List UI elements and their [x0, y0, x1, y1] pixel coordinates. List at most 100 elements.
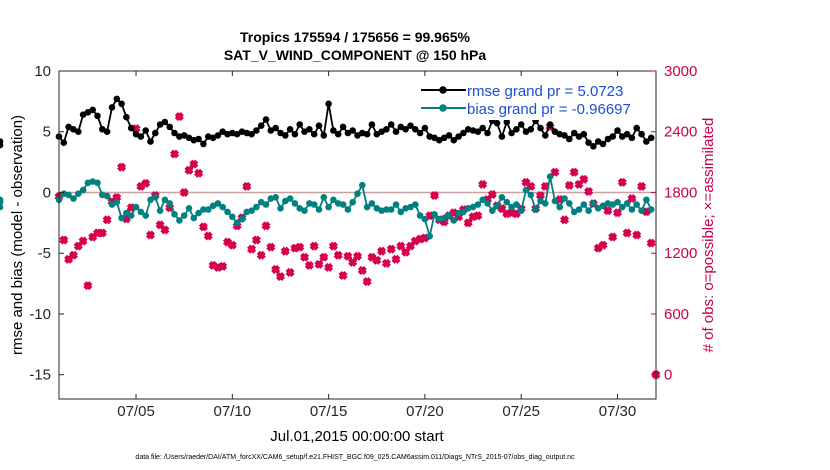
obs-assimilated-marker — [160, 225, 170, 235]
bias-point — [0, 196, 4, 204]
rmse-point — [508, 129, 515, 137]
rmse-point — [455, 133, 462, 140]
bias-point — [310, 201, 318, 208]
obs-assimilated-marker — [251, 235, 261, 245]
bias-point — [638, 207, 645, 214]
obs-assimilated-marker — [179, 187, 189, 198]
bias-point — [469, 203, 477, 211]
y-tick-label: -10 — [29, 306, 51, 323]
bias-point — [315, 206, 323, 213]
bias-line — [58, 176, 653, 237]
legend-box — [417, 78, 653, 120]
bias-point — [325, 203, 332, 211]
obs-assimilated-marker — [535, 190, 545, 201]
bias-point — [426, 232, 434, 240]
bias-point — [421, 215, 429, 223]
bias-point — [161, 196, 169, 204]
bias-point — [522, 186, 530, 194]
bias-point — [387, 206, 395, 213]
obs-assimilated-marker — [569, 167, 579, 177]
rmse-point — [94, 112, 101, 120]
obs-assimilated-marker — [622, 228, 632, 238]
bias-point — [445, 212, 453, 219]
bias-point — [339, 201, 347, 208]
rmse-point — [267, 127, 275, 134]
bias-point — [65, 191, 72, 199]
obs-assimilated-marker — [314, 259, 324, 269]
obs-assimilated-marker — [189, 159, 199, 169]
bias-point — [349, 198, 357, 206]
obs-assimilated-marker — [391, 254, 401, 264]
obs-assimilated-marker — [319, 252, 329, 262]
rmse-point — [108, 104, 116, 111]
rmse-point — [75, 128, 82, 135]
obs-assimilated-marker — [261, 221, 271, 231]
x-tick-label: 07/25 — [502, 403, 540, 420]
rmse-point — [445, 132, 453, 139]
obs-assimilated-marker — [559, 215, 570, 225]
y-axis-label: rmse and bias (model - observation) — [9, 115, 26, 355]
rmse-point — [436, 136, 443, 144]
bias-point — [301, 207, 308, 214]
bias-point — [590, 200, 597, 207]
legend-rmse-marker — [439, 86, 447, 94]
legend-bias-label: bias grand pr = -0.96697 — [467, 101, 631, 118]
rmse-point — [570, 129, 578, 137]
obs-assimilated-marker — [348, 257, 358, 267]
bias-point — [277, 205, 284, 212]
rmse-point — [527, 126, 535, 133]
rmse-point — [103, 128, 111, 135]
rmse-point — [460, 129, 467, 137]
obs-assimilated-marker — [612, 208, 623, 218]
obs-assimilated-marker — [430, 190, 440, 201]
bias-point — [200, 206, 207, 213]
rmse-point — [580, 130, 588, 138]
rmse-point — [387, 121, 395, 128]
rmse-point — [363, 130, 371, 138]
bias-point — [180, 212, 188, 219]
bias-point — [94, 179, 101, 187]
rmse-point — [113, 95, 121, 103]
bias-point — [513, 201, 520, 208]
rmse-point — [585, 139, 592, 146]
bias-point — [416, 212, 424, 219]
bias-point — [580, 201, 588, 208]
rmse-point — [416, 129, 424, 137]
bias-point — [546, 173, 554, 180]
obs-assimilated-marker — [584, 186, 594, 196]
rmse-point — [614, 127, 621, 134]
bias-point — [489, 207, 496, 214]
obs-assimilated-marker — [564, 180, 574, 190]
y2-tick-label: 2400 — [664, 124, 697, 141]
obs-assimilated-marker — [372, 255, 382, 265]
rmse-point — [421, 124, 429, 132]
bias-point — [113, 198, 121, 206]
obs-assimilated-marker — [362, 277, 372, 287]
obs-assimilated-marker — [256, 250, 266, 260]
bias-point — [238, 215, 246, 223]
rmse-point — [623, 130, 631, 138]
rmse-point — [633, 124, 640, 132]
rmse-point — [339, 123, 347, 131]
bias-point — [614, 198, 621, 206]
bias-point — [229, 213, 236, 221]
bias-point — [127, 212, 135, 219]
legend-bias-marker — [439, 104, 447, 112]
rmse-point — [517, 121, 525, 128]
obs-assimilated-marker — [78, 236, 88, 246]
plot-frame — [58, 70, 657, 400]
legend: rmse grand pr = 5.0723 bias grand pr = -… — [417, 78, 653, 120]
obs-assimilated-marker — [386, 244, 396, 254]
legend-rmse-label: rmse grand pr = 5.0723 — [467, 83, 623, 100]
bias-point — [484, 200, 491, 207]
bias-point — [219, 203, 226, 211]
rmse-point — [383, 126, 390, 133]
obs-assimilated-marker — [280, 246, 290, 256]
rmse-point — [0, 138, 4, 145]
bias-point — [527, 191, 535, 199]
bias-point — [205, 206, 212, 213]
y-tick-label: -15 — [29, 367, 51, 384]
rmse-point — [286, 126, 294, 133]
y2-axis-label: # of obs: o=possible; ×=assimilated — [700, 118, 717, 353]
